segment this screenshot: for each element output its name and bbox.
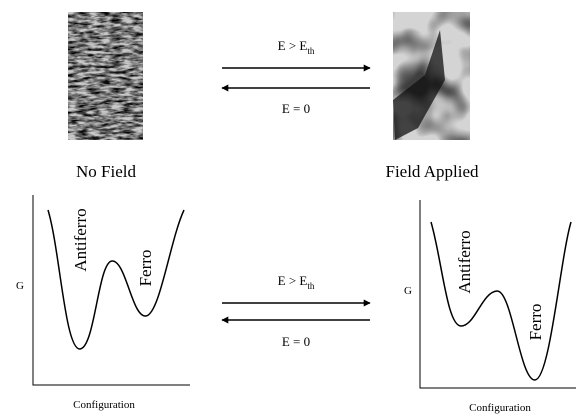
no-field-label: No Field (76, 162, 136, 181)
well-label: Antiferro (455, 230, 474, 293)
forward-condition: E > Eth (278, 38, 315, 56)
reverse-condition: E = 0 (282, 101, 310, 116)
y-label: G (404, 285, 412, 297)
x-label: Configuration (469, 402, 531, 414)
well-label: Ferro (136, 250, 155, 287)
energy-graph-right: G Antiferro Ferro Configuration (404, 200, 576, 414)
forward-condition: E > Eth (278, 273, 315, 291)
well-label: Antiferro (71, 208, 90, 271)
y-label: G (16, 280, 24, 292)
micrograph-field-applied (393, 12, 470, 140)
reverse-condition: E = 0 (282, 334, 310, 349)
x-label: Configuration (73, 399, 135, 411)
figure: E > Eth E = 0 No Field Field Applied G A… (0, 0, 580, 415)
micrograph-no-field (68, 12, 143, 140)
field-applied-label: Field Applied (385, 162, 479, 181)
energy-graph-left: G Antiferro Ferro Configuration (16, 195, 190, 411)
well-label: Ferro (526, 304, 545, 341)
